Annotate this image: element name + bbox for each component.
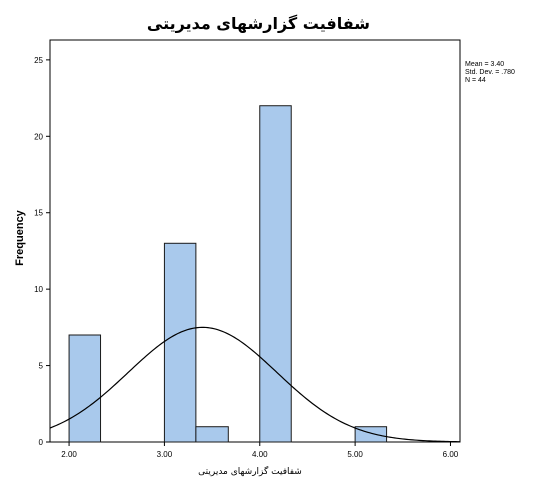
y-tick-label: 25: [34, 56, 43, 65]
y-tick-label: 20: [34, 132, 43, 141]
n-stat: N = 44: [465, 77, 486, 84]
x-tick-label: 6.00: [443, 450, 459, 459]
x-tick-label: 5.00: [347, 450, 363, 459]
statistics-box: Mean = 3.40 Std. Dev. = .780 N = 44: [465, 61, 515, 85]
histogram-bar: [354, 426, 388, 443]
histogram-bar: [259, 105, 292, 443]
plot-frame: [49, 39, 461, 443]
x-tick-label: 3.00: [157, 450, 173, 459]
y-axis-label: Frequency: [14, 210, 26, 266]
y-tick-label: 15: [34, 209, 43, 218]
mean-stat: Mean = 3.40: [465, 61, 505, 68]
histogram-bar: [195, 426, 229, 443]
x-tick-label: 2.00: [61, 450, 77, 459]
normal-curve-line: [49, 326, 461, 443]
x-axis-label: شفافیت گزارشهای مدیریتی: [198, 467, 302, 477]
y-tick-label: 5: [39, 362, 44, 371]
std-dev-stat: Std. Dev. = .780: [465, 69, 515, 76]
y-tick-label: 10: [34, 285, 43, 294]
histogram-bar: [68, 334, 102, 443]
chart-title: شفافیت گزارشهای مدیریتی: [146, 14, 370, 33]
histogram-bar: [163, 242, 197, 443]
x-tick-label: 4.00: [252, 450, 268, 459]
y-tick-label: 0: [39, 438, 44, 447]
